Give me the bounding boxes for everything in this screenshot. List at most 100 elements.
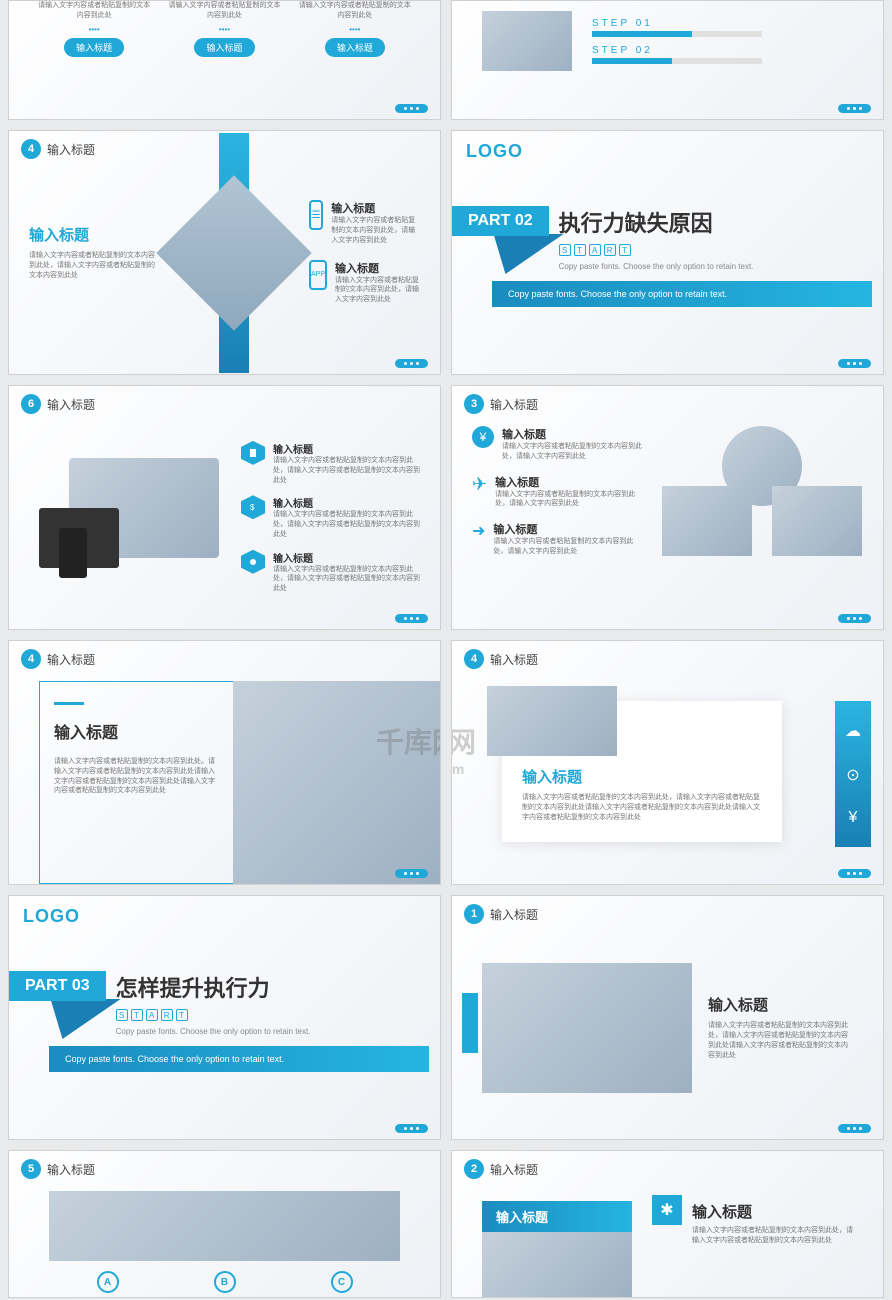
item-desc: 请输入文字内容或者粘贴复制的文本内容到此处，请输入文字内容或者粘贴复制的文本内容… [273,510,420,539]
list-icon: ☰ [309,200,323,230]
block-title: 输入标题 [482,1201,632,1232]
item-title: 输入标题 [495,474,642,490]
start-boxes: START [116,1009,311,1021]
phone-image [233,681,440,884]
badge-text: 输入标题 [47,651,95,668]
badge-text: 输入标题 [490,906,538,923]
card-desc: 请输入文字内容或者粘贴复制的文本内容到此处，请输入文字内容或者粘贴复制的文本内容… [522,793,762,822]
item-desc: 请输入文字内容或者粘贴复制的文本内容到此处，请输入文字内容到此处 [335,276,420,305]
slide-block: 2 输入标题 输入标题 ✱ 输入标题 请输入文字内容或者粘贴复制的文本内容到此处… [451,1150,884,1298]
yen-icon: ¥ [472,426,494,448]
slide-badge: 5 输入标题 [21,1159,95,1179]
slide-badge: 6 输入标题 [21,394,95,414]
item-desc: 请输入文字内容或者粘贴复制的文本内容到此处，请输入文字内容到此处 [502,442,642,462]
body-text: 请输入文字内容或者粘贴复制的文本内容到此处。请输入文字内容或者粘贴复制的文本内容… [54,757,219,796]
item-title: 输入标题 [331,200,420,216]
block-image [482,1232,632,1298]
slide-top-left: 请输入文字内容或者粘贴复制的文本内容到此处 •••• 输入标题 请输入文字内容或… [8,0,441,120]
part-label: PART 02 [452,206,549,236]
badge-number: 6 [21,394,41,414]
slide-dots [838,1124,871,1133]
pin-icon: ⊙ [846,765,859,785]
start-boxes: START [559,244,754,256]
slide-phone: 4 输入标题 输入标题 请输入文字内容或者粘贴复制的文本内容到此处。请输入文字内… [8,640,441,885]
badge-number: 5 [21,1159,41,1179]
slide-devices: 6 输入标题 输入标题 请输入文字内容或者粘贴复制的文本内容到此处，请输入文字内… [8,385,441,630]
item-title: 输入标题 [273,550,420,565]
image-placeholder [482,11,572,71]
slide-badge: 1 输入标题 [464,904,538,924]
badge-number: 4 [464,649,484,669]
slide-abc: 5 输入标题 A B C [8,1150,441,1298]
item-title: 输入标题 [502,426,642,442]
main-title: 执行力缺失原因 [559,206,754,238]
cloud-icon: ☁ [845,721,861,741]
slide-dots [395,869,428,878]
col-text: 请输入文字内容或者粘贴复制的文本内容到此处 [296,1,413,21]
plane-icon: ✈ [472,474,487,510]
yen-icon: ¥ [849,809,858,827]
slide-badge: 3 输入标题 [464,394,538,414]
part-label: PART 03 [9,971,106,1001]
slide-dots [838,359,871,368]
item-title: 输入标题 [493,521,642,537]
label-c: C [331,1271,353,1293]
label-a: A [97,1271,119,1293]
item-desc: 请输入文字内容或者粘贴复制的文本内容到此处，请输入文字内容到此处 [331,216,420,245]
slide-dots [838,614,871,623]
slide-dots [395,1124,428,1133]
devices-image [29,448,229,588]
app-icon: APP [309,260,327,290]
badge-text: 输入标题 [490,396,538,413]
col-text: 请输入文字内容或者粘贴复制的文本内容到此处 [36,1,153,21]
subtitle: Copy paste fonts. Choose the only option… [116,1027,311,1036]
pill-button[interactable]: 输入标题 [325,38,385,57]
item-title: 输入标题 [273,441,420,456]
slide-part02: LOGO PART 02 执行力缺失原因 START Copy paste fo… [451,130,884,375]
step-label: STEP 01 [592,18,853,29]
building-icon [241,441,265,465]
icon-sidebar: ☁ ⊙ ¥ [835,701,871,847]
body-text: 请输入文字内容或者粘贴复制的文本内容到此处，请输入文字内容或者粘贴复制的文本内容… [29,251,159,280]
badge-number: 4 [21,139,41,159]
svg-text:$: $ [250,503,255,512]
label-b: B [214,1271,236,1293]
section-title: 输入标题 [29,224,159,245]
logo-text: LOGO [466,141,523,162]
section-title: 输入标题 [708,994,853,1015]
card-image [487,686,617,756]
badge-text: 输入标题 [490,651,538,668]
step-label: STEP 02 [592,45,853,56]
badge-text: 输入标题 [47,1161,95,1178]
slide-badge: 2 输入标题 [464,1159,538,1179]
accent-bar: Copy paste fonts. Choose the only option… [492,281,872,307]
slide-badge: 4 输入标题 [464,649,538,669]
slide-top-right: STEP 01 STEP 02 [451,0,884,120]
meeting-image [482,963,692,1093]
item-desc: 请输入文字内容或者粘贴复制的文本内容到此处，请输入文字内容或者粘贴复制的文本内容… [273,565,420,594]
slide-badge: 4 输入标题 [21,649,95,669]
slide-badge: 4 输入标题 [21,139,95,159]
accent-bar: Copy paste fonts. Choose the only option… [49,1046,429,1072]
item-title: 输入标题 [335,260,420,276]
section-title: 输入标题 [54,719,219,743]
diamond-image [156,175,312,331]
item-title: 输入标题 [273,495,420,510]
main-title: 怎样提升执行力 [116,971,311,1003]
star-icon: ✱ [660,1200,673,1220]
slide-card-icons: 4 输入标题 输入标题 请输入文字内容或者粘贴复制的文本内容到此处，请输入文字内… [451,640,884,885]
badge-text: 输入标题 [47,141,95,158]
slide-dots [395,614,428,623]
watermark: 千库网 588ku.com [451,721,476,777]
slide-meeting: 1 输入标题 输入标题 请输入文字内容或者粘贴复制的文本内容到此处，请输入文字内… [451,895,884,1140]
body-text: 请输入文字内容或者粘贴复制的文本内容到此处，请输入文字内容或者粘贴复制的文本内容… [692,1226,853,1246]
pill-button[interactable]: 输入标题 [64,38,124,57]
badge-text: 输入标题 [47,396,95,413]
subtitle: Copy paste fonts. Choose the only option… [559,262,754,271]
logo-text: LOGO [23,906,80,927]
money-icon: $ [241,495,265,519]
pill-button[interactable]: 输入标题 [194,38,254,57]
item-desc: 请输入文字内容或者粘贴复制的文本内容到此处，请输入文字内容到此处 [493,537,642,557]
slide-dots [395,359,428,368]
badge-number: 1 [464,904,484,924]
